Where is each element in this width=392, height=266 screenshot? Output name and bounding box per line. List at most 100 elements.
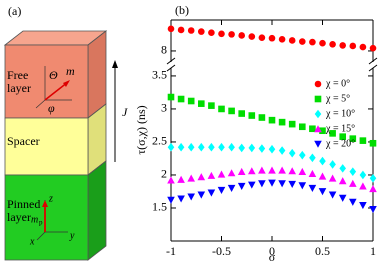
- point: [268, 166, 276, 174]
- point: [197, 191, 206, 199]
- point: [319, 156, 326, 166]
- symbol: x: [29, 236, 35, 247]
- point: [187, 27, 195, 34]
- point: [369, 206, 377, 214]
- point: [258, 166, 266, 174]
- legend-label: χ = 15°: [325, 123, 355, 134]
- point: [167, 176, 175, 184]
- point: [278, 118, 286, 126]
- layer-label: Spacer: [7, 134, 40, 148]
- point: [309, 125, 316, 133]
- arrow-head: [112, 60, 118, 68]
- point: [218, 105, 225, 113]
- point: [278, 166, 286, 174]
- axis-break: [166, 57, 176, 65]
- point: [177, 26, 185, 34]
- point: [349, 135, 357, 142]
- legend-marker: [314, 109, 322, 119]
- axis-break: [368, 64, 378, 72]
- point: [369, 44, 377, 52]
- x-tick-label: -0.5: [212, 244, 231, 258]
- point: [359, 182, 367, 190]
- legend-marker: [314, 95, 322, 103]
- point: [238, 110, 245, 117]
- point: [318, 188, 327, 196]
- point: [167, 25, 175, 33]
- point: [298, 182, 307, 190]
- layer-label: Free: [7, 68, 28, 82]
- y-tick-label: 3.5: [152, 68, 167, 82]
- point: [187, 193, 195, 201]
- point: [248, 33, 256, 40]
- point: [319, 39, 326, 47]
- diagram: (a) Free layer Spacer Pinned layer J Θ m…: [3, 4, 128, 261]
- point: [268, 116, 276, 124]
- point: [349, 179, 357, 187]
- point: [167, 142, 175, 152]
- point: [217, 186, 226, 194]
- point: [288, 120, 296, 128]
- point: [198, 142, 205, 152]
- point: [177, 142, 185, 152]
- point: [359, 170, 367, 180]
- point: [268, 179, 276, 187]
- point: [227, 169, 236, 177]
- point: [339, 164, 346, 173]
- point: [198, 100, 205, 107]
- y-tick-label: 2.5: [152, 134, 167, 148]
- point: [339, 42, 347, 49]
- point: [328, 174, 337, 182]
- x-tick-label: -1: [166, 244, 176, 258]
- symbol: z: [48, 193, 53, 204]
- point: [227, 184, 236, 192]
- point: [369, 185, 377, 193]
- point: [278, 36, 286, 43]
- symbol: p: [39, 219, 43, 227]
- legend-label: χ = 0°: [325, 78, 350, 89]
- point: [238, 32, 245, 39]
- free-layer: [4, 44, 89, 119]
- point: [359, 43, 367, 51]
- legend-marker: [314, 140, 322, 148]
- point: [167, 93, 175, 101]
- axis-line: [36, 231, 46, 241]
- legend-label: χ = 10°: [325, 108, 355, 119]
- point: [349, 42, 357, 50]
- point: [238, 143, 245, 153]
- point: [268, 144, 276, 154]
- point: [208, 142, 215, 152]
- point: [369, 139, 377, 147]
- point: [329, 160, 336, 169]
- panel-label: (b): [175, 3, 189, 17]
- x-tick-label: 1: [370, 244, 376, 258]
- point: [299, 150, 306, 160]
- point: [248, 143, 256, 153]
- point: [208, 102, 215, 109]
- point: [308, 184, 317, 192]
- point: [329, 41, 336, 48]
- point: [228, 31, 235, 38]
- point: [177, 95, 185, 103]
- symbol: Θ: [49, 68, 58, 82]
- point: [288, 167, 296, 175]
- point: [187, 97, 195, 105]
- symbol: y: [69, 230, 75, 241]
- y-tick-label: 1.5: [152, 200, 167, 214]
- y-axis-label: τ(σ,χ) (ns): [134, 105, 148, 154]
- symbol: φ: [48, 101, 55, 115]
- point: [187, 174, 195, 182]
- point: [248, 112, 256, 119]
- y-tick-label: 3: [161, 101, 167, 115]
- legend-marker: [314, 125, 322, 133]
- point: [258, 180, 266, 188]
- chart: (b) σ τ(σ,χ) (ns) -1 -0.5 0 0.5 1 1.5 2 2.5 3 3.5…: [134, 3, 378, 264]
- side-pinned: [87, 160, 107, 261]
- point: [198, 28, 205, 35]
- symbol: m: [31, 214, 38, 225]
- point: [207, 189, 216, 197]
- point: [308, 169, 317, 177]
- point: [288, 37, 296, 44]
- m-vector: [44, 81, 69, 101]
- point: [258, 144, 266, 153]
